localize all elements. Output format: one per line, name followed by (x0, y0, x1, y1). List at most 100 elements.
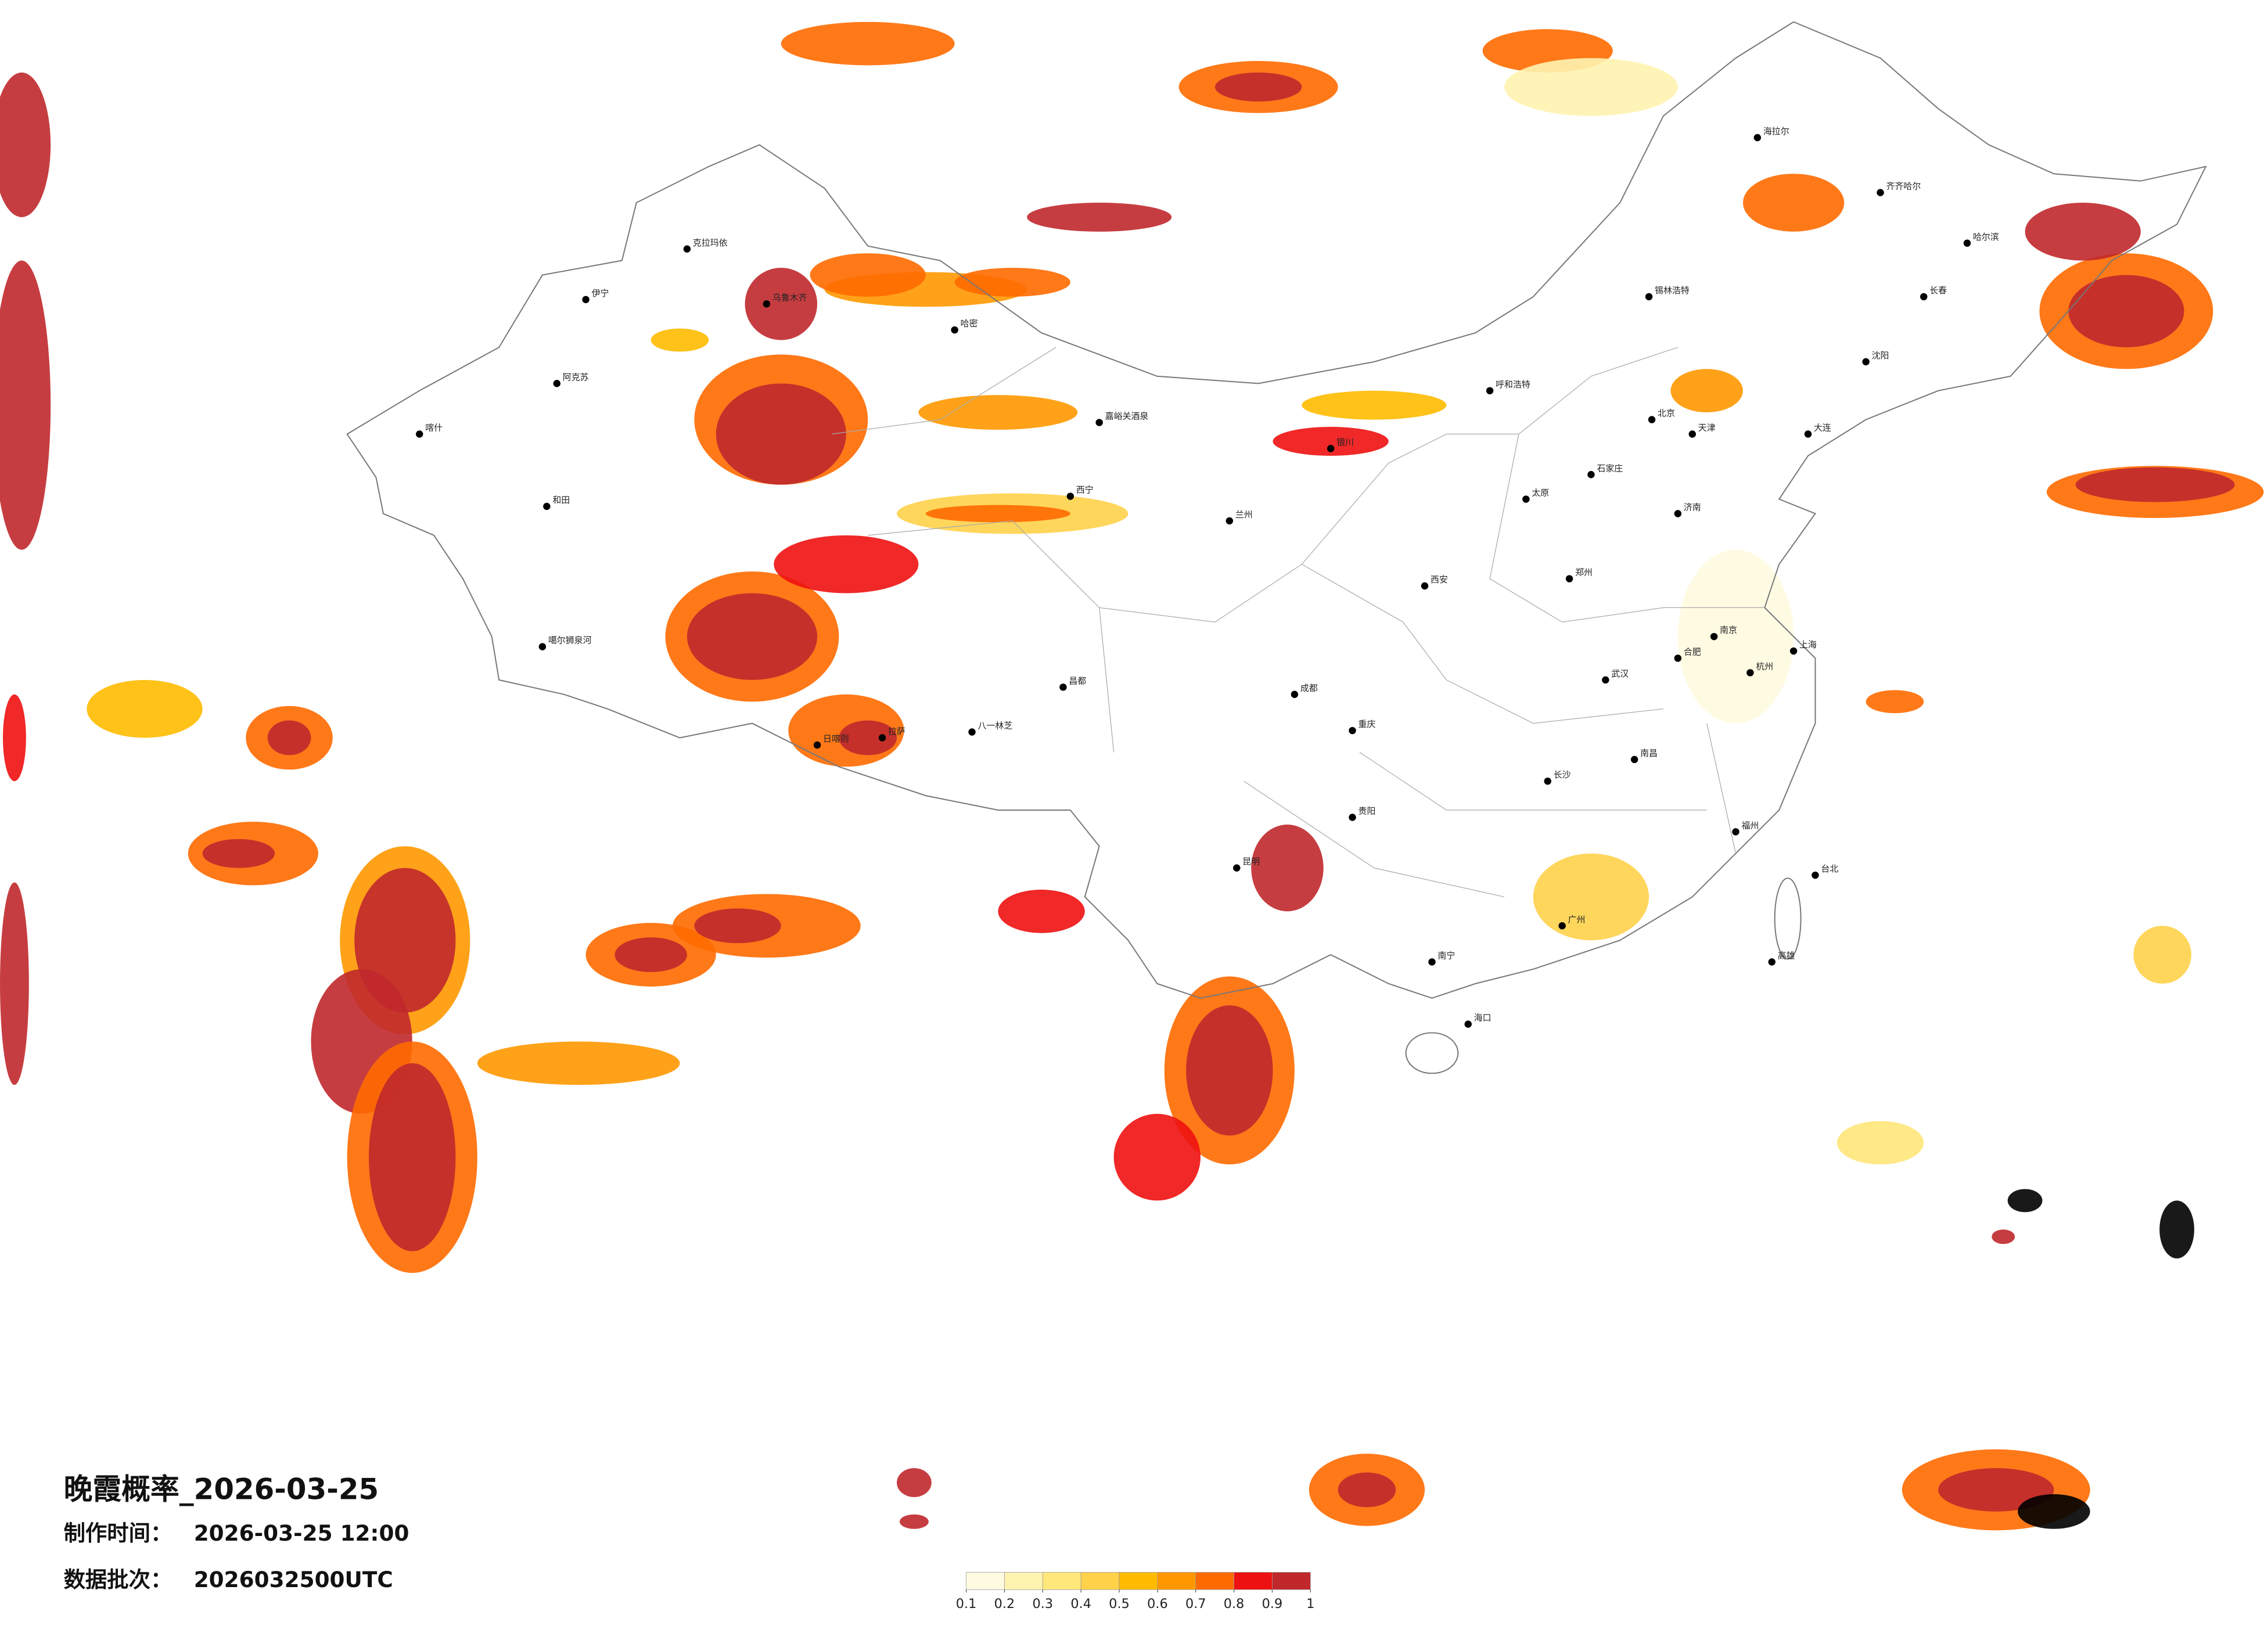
heat-patch (2, 694, 26, 782)
legend-swatch (1004, 1572, 1043, 1590)
city-dot (1645, 293, 1653, 301)
city-dot (1768, 958, 1776, 966)
city-label: 噶尔狮泉河 (548, 635, 592, 646)
heat-patch (686, 593, 818, 680)
taiwan (1774, 877, 1802, 960)
legend-swatch (966, 1572, 1005, 1590)
heat-patch (1677, 549, 1794, 724)
city-dot (553, 380, 561, 387)
heat-patch (87, 679, 203, 738)
heat-patch (1504, 57, 1678, 116)
heat-patch (1533, 853, 1649, 941)
city-dot (1746, 669, 1754, 677)
heat-patch (2068, 275, 2184, 348)
heat-patch (1836, 1121, 1924, 1165)
legend-swatch (1195, 1572, 1234, 1590)
city-label: 高雄 (1778, 951, 1795, 961)
city-label: 杭州 (1756, 661, 1773, 671)
city-label: 喀什 (425, 423, 443, 433)
borders (346, 21, 2207, 1074)
city-label: 昆明 (1242, 857, 1260, 867)
legend: 0.1 0.2 0.3 0.4 0.5 0.6 0.7 0.8 0.9 1 (956, 1572, 1314, 1611)
hainan (1405, 1032, 1459, 1074)
heat-patch (650, 328, 709, 352)
city-dot (1710, 632, 1718, 641)
legend-swatch (1157, 1572, 1196, 1590)
province-lines (831, 347, 1765, 898)
heat-patch (774, 535, 919, 593)
production-time: 2026-03-25 12:00 (194, 1520, 409, 1546)
city-dot (1421, 582, 1429, 590)
city-dot (951, 326, 958, 334)
heat-patch (1866, 690, 1924, 714)
city-label: 伊宁 (592, 288, 609, 298)
city-label: 合肥 (1684, 647, 1701, 657)
city-label: 大连 (1814, 423, 1831, 433)
city-dot (1862, 358, 1870, 366)
city-dot (1428, 958, 1436, 966)
city-dot (1233, 864, 1241, 872)
city-dot (1602, 676, 1609, 684)
heat-patch (745, 268, 818, 340)
legend-tick-label: 0.3 (1033, 1596, 1054, 1611)
heat-patch (2007, 1189, 2043, 1213)
city-label: 福州 (1741, 820, 1759, 830)
legend-swatch (1042, 1572, 1081, 1590)
city-dot (1963, 239, 1971, 247)
heat-patch (1113, 1114, 1201, 1201)
city-dot (543, 502, 551, 510)
legend-tick-label: 0.9 (1262, 1596, 1283, 1611)
city-label: 台北 (1821, 864, 1838, 874)
city-label: 阿克苏 (563, 372, 589, 382)
batch: 2026032500UTC (194, 1567, 393, 1592)
heat-patch (810, 253, 926, 297)
city-dot (582, 296, 590, 304)
heat-patch (614, 937, 687, 972)
city-dot (538, 643, 547, 650)
heat-patch (1186, 1005, 1273, 1136)
city-label: 贵阳 (1358, 806, 1376, 816)
city-label: 广州 (1568, 914, 1586, 924)
city-label: 银川 (1336, 437, 1354, 447)
heat-patch (1992, 1229, 2015, 1244)
city-dot (1674, 510, 1682, 517)
city-dot (1565, 575, 1573, 582)
city-label: 郑州 (1575, 567, 1593, 578)
heat-patch (998, 889, 1085, 933)
city-dot (1291, 690, 1299, 699)
city-dot (1753, 134, 1762, 142)
city-dot (1648, 416, 1656, 423)
city-label: 南宁 (1437, 951, 1455, 961)
city-label: 哈密 (961, 318, 978, 329)
legend-tick-label: 0.7 (1185, 1596, 1206, 1611)
city-label: 昌都 (1069, 675, 1086, 686)
city-dot (1811, 871, 1819, 879)
city-label: 八一林芝 (978, 721, 1013, 731)
city-dot (1095, 419, 1103, 426)
legend-swatch (1080, 1572, 1120, 1590)
city-label: 锡林浩特 (1655, 285, 1690, 296)
country-outline (346, 21, 2207, 999)
city-label: 天津 (1698, 423, 1716, 433)
heat-patch (716, 383, 846, 485)
batch-label: 数据批次： (64, 1567, 172, 1592)
legend-tick-label: 0.1 (956, 1596, 977, 1611)
city-dot (1522, 495, 1530, 503)
heat-patch (918, 395, 1078, 430)
city-dot (683, 245, 691, 253)
legend-tick-label: 0.6 (1147, 1596, 1168, 1611)
title: 晚霞概率_2026-03-25 (64, 1473, 379, 1506)
city-label: 南昌 (1640, 748, 1658, 758)
city-dot (1920, 293, 1928, 301)
city-label: 克拉玛依 (693, 238, 728, 248)
heat-patch (267, 720, 311, 756)
city-dot (1059, 684, 1067, 691)
city-label: 海拉尔 (1763, 126, 1789, 136)
city-dot (1674, 654, 1682, 662)
city-label: 兰州 (1235, 509, 1253, 520)
city-dot (878, 734, 886, 742)
city-dot (1544, 777, 1551, 785)
heat-patch (1251, 824, 1324, 912)
city-dot (813, 741, 821, 749)
